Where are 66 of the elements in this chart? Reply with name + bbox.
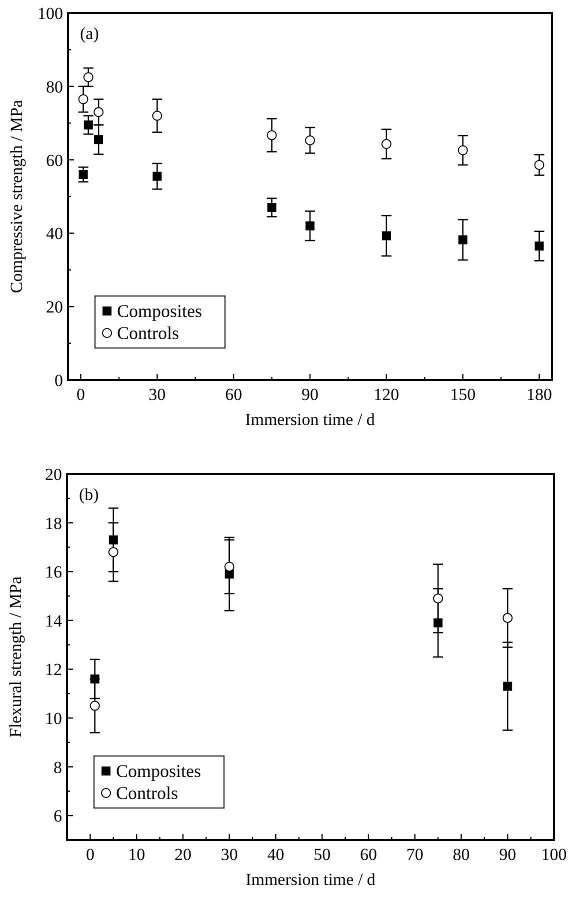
x-tick-label: 180	[526, 385, 552, 404]
x-tick-label: 50	[314, 845, 331, 864]
point	[458, 145, 468, 156]
x-tick-label: 0	[86, 845, 94, 864]
y-tick-label: 20	[46, 298, 63, 317]
y-tick-label: 10	[45, 709, 62, 728]
point	[108, 547, 118, 558]
x-tick-label: 120	[374, 385, 400, 404]
text: (b)	[79, 485, 99, 504]
point	[433, 593, 444, 604]
point	[503, 682, 512, 691]
x-tick-label: 0	[76, 385, 85, 404]
point	[266, 130, 277, 140]
x-tick-label: 60	[225, 385, 242, 404]
y-tick-label: 80	[46, 77, 63, 96]
y-axis-title: Compressive strength / MPa	[7, 99, 26, 294]
point	[224, 562, 234, 572]
point	[78, 170, 88, 179]
point	[78, 94, 88, 104]
y-tick-label: 18	[45, 514, 62, 533]
text: (a)	[80, 24, 99, 43]
point	[502, 612, 513, 623]
y-tick-label: 8	[54, 758, 62, 777]
x-tick-label: 60	[360, 845, 377, 864]
point	[306, 221, 314, 230]
point	[458, 235, 468, 244]
point	[534, 242, 544, 251]
x-tick-label: 90	[302, 385, 318, 404]
point	[382, 231, 391, 240]
legend-label: Controls	[117, 323, 180, 343]
legend-label: Composites	[116, 761, 202, 781]
x-tick-label: 70	[406, 845, 424, 864]
x-tick-label: 30	[148, 385, 166, 404]
x-tick-label: 30	[220, 845, 238, 864]
legend-label: Composites	[117, 301, 202, 321]
x-tick-label: 10	[128, 845, 146, 864]
point	[534, 160, 544, 170]
x-axis-title: Immersion time / d	[246, 870, 376, 889]
point	[381, 139, 392, 150]
point	[267, 203, 276, 212]
y-axis-title: Flexural strength / MPa	[6, 576, 25, 738]
y-tick-label: 14	[45, 611, 62, 630]
x-tick-label: 40	[267, 845, 284, 864]
point	[152, 172, 162, 181]
y-tick-label: 16	[45, 562, 62, 582]
y-tick-label: 0	[54, 371, 63, 390]
x-tick-label: 20	[174, 845, 192, 864]
point	[94, 107, 104, 118]
point	[90, 700, 100, 711]
x-tick-label: 150	[450, 385, 476, 404]
x-tick-label: 100	[541, 845, 567, 864]
point	[84, 120, 93, 130]
y-tick-label: 6	[54, 806, 62, 826]
x-tick-label: 80	[452, 845, 470, 864]
point	[94, 135, 104, 144]
y-tick-label: 100	[38, 4, 63, 23]
y-tick-label: 20	[45, 465, 62, 484]
point	[83, 72, 94, 82]
y-tick-label: 40	[46, 224, 63, 244]
point	[152, 110, 162, 121]
point	[305, 135, 315, 146]
y-tick-label: 12	[45, 660, 62, 680]
x-tick-label: 90	[499, 845, 516, 864]
x-axis-title: Immersion time / d	[245, 410, 376, 429]
y-tick-label: 60	[46, 150, 63, 170]
legend-label: Controls	[116, 783, 178, 803]
